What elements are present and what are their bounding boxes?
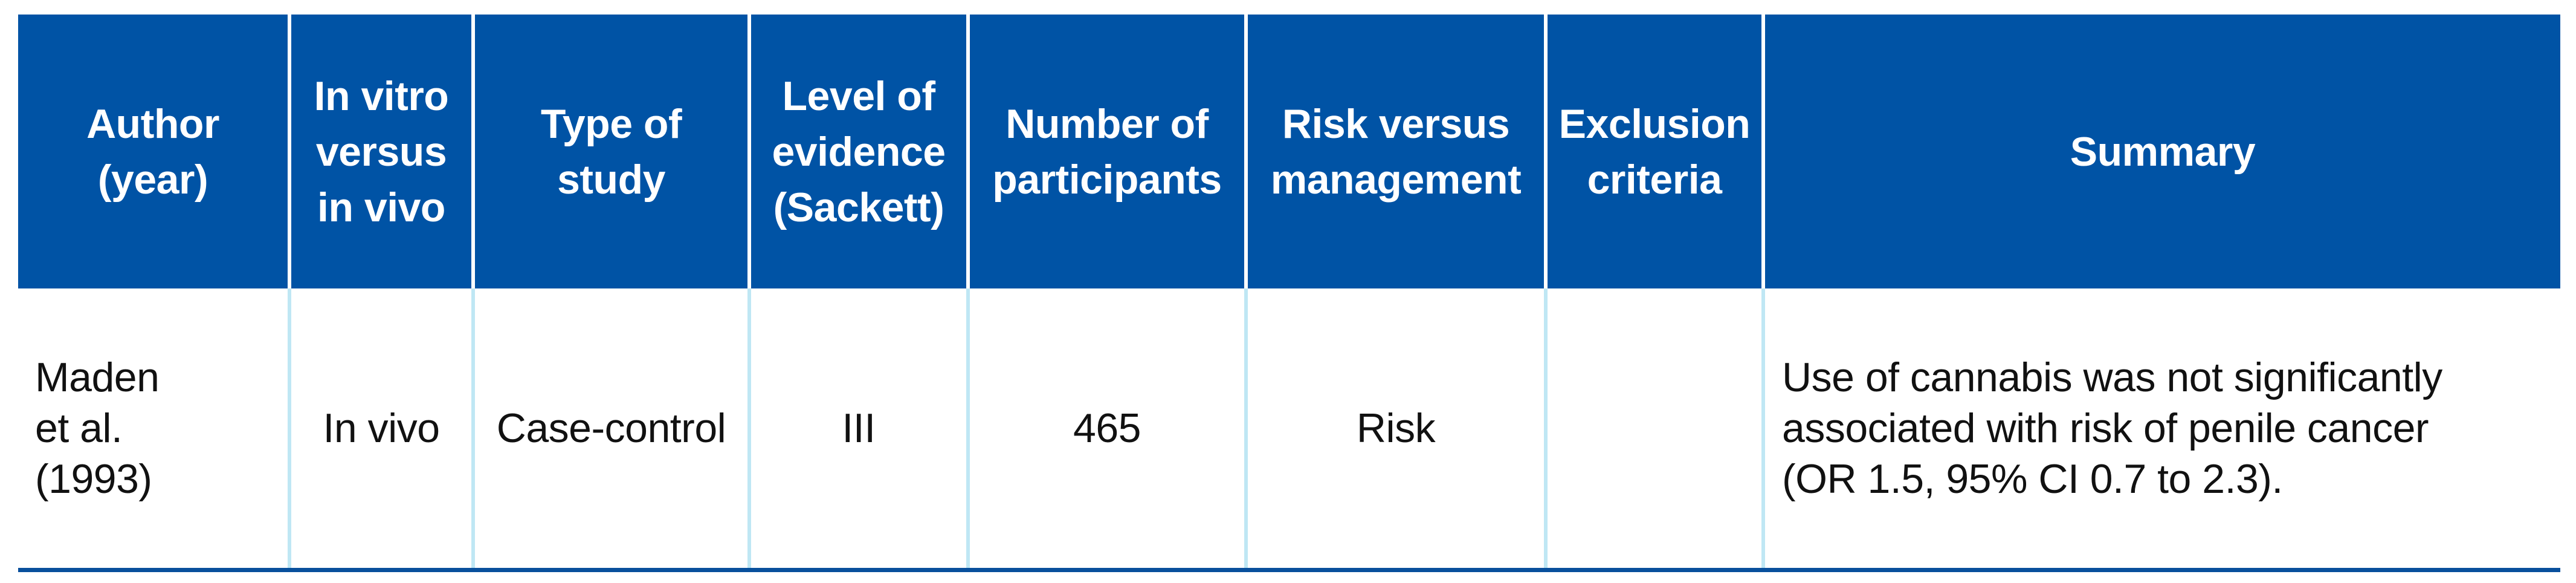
header-cell-type-of-study: Type of study bbox=[475, 15, 751, 288]
cell-type-of-study: Case-control bbox=[475, 288, 751, 568]
cell-risk-versus-management: Risk bbox=[1248, 288, 1548, 568]
header-cell-summary: Summary bbox=[1765, 15, 2560, 288]
header-cell-number-of-participants: Number of participants bbox=[970, 15, 1248, 288]
cell-in-vitro-vs-in-vivo: In vivo bbox=[291, 288, 475, 568]
cell-author-year: Maden et al. (1993) bbox=[18, 288, 291, 568]
cell-level-of-evidence: III bbox=[751, 288, 970, 568]
header-cell-level-of-evidence: Level of evidence (Sackett) bbox=[751, 15, 970, 288]
header-cell-exclusion-criteria: Exclusion criteria bbox=[1548, 15, 1765, 288]
header-cell-in-vitro-vs-in-vivo: In vitro versus in vivo bbox=[291, 15, 475, 288]
header-cell-risk-versus-management: Risk versus management bbox=[1248, 15, 1548, 288]
evidence-table: Author (year) In vitro versus in vivo Ty… bbox=[18, 15, 2560, 572]
cell-summary: Use of cannabis was not significantly as… bbox=[1765, 288, 2560, 568]
cell-exclusion-criteria bbox=[1548, 288, 1765, 568]
header-cell-author-year: Author (year) bbox=[18, 15, 291, 288]
cell-number-of-participants: 465 bbox=[970, 288, 1248, 568]
